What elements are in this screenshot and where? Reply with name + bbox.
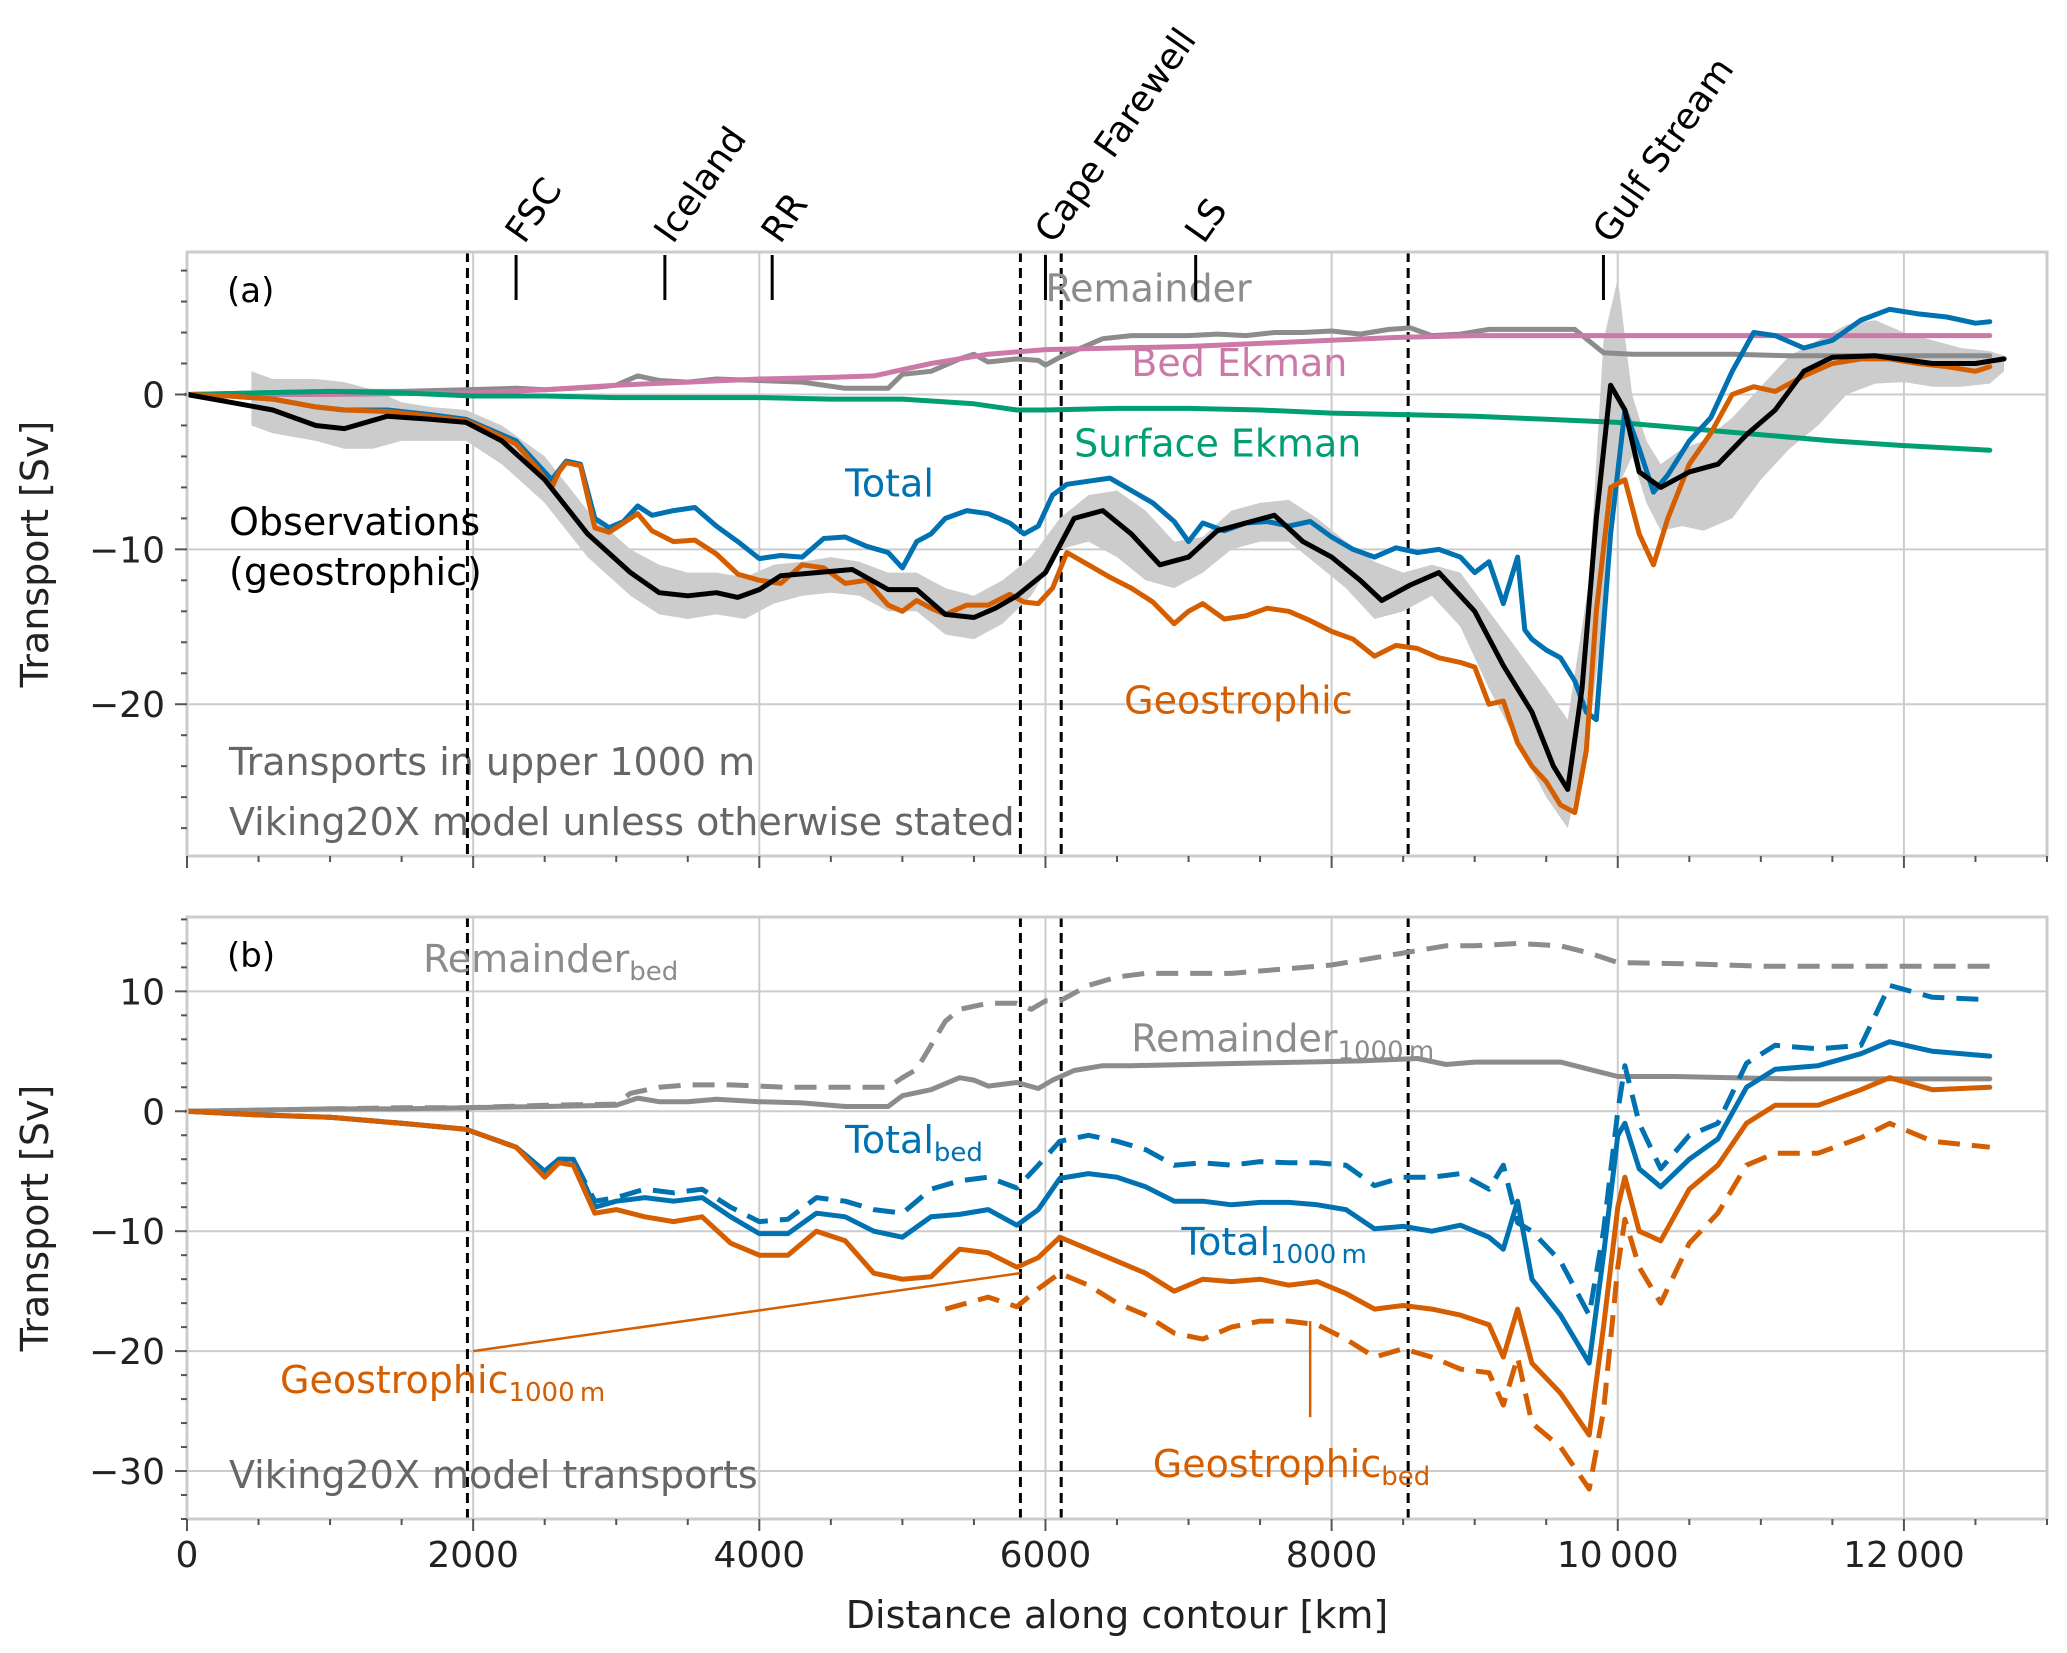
x-tick-label: 2000	[427, 1535, 519, 1576]
x-tick-label: 4000	[713, 1535, 805, 1576]
series-label-text: Remainder	[1131, 1016, 1338, 1060]
location-marker-label: Cape Farewell	[1027, 21, 1204, 250]
series-label-text: Bed Ekman	[1131, 341, 1347, 385]
series-label-text: Geostrophic	[280, 1358, 508, 1402]
series-label-text: Geostrophic	[1153, 1442, 1381, 1486]
observations-label: Observations	[229, 500, 480, 544]
x-tick-label: 12 000	[1843, 1535, 1965, 1576]
panel-b: Viking20X model transportsRemainderbedRe…	[13, 915, 2049, 1531]
series-geostrophic	[184, 356, 1993, 816]
series-label: Geostrophic	[1124, 679, 1352, 723]
series-label: Geostrophicbed	[1153, 1442, 1430, 1492]
observations-label: (geostrophic)	[229, 550, 482, 594]
y-tick-label: 0	[142, 1092, 165, 1133]
series-total	[184, 306, 1993, 723]
y-tick-label: −30	[89, 1452, 165, 1493]
series-label: Surface Ekman	[1074, 421, 1361, 465]
panel-label: (b)	[227, 936, 275, 976]
series-label: Total	[844, 462, 934, 506]
y-axis-label: Transport [Sv]	[13, 1085, 57, 1353]
panel-note: Transports in upper 1000 m	[228, 740, 755, 784]
series-label-subscript: bed	[934, 1138, 983, 1168]
y-tick-label: −10	[89, 1212, 165, 1253]
y-tick-label: 0	[142, 375, 165, 416]
series-geostrophic-1000m	[184, 1075, 1993, 1438]
series-geostrophic-bed	[944, 1120, 1991, 1492]
series-label-subscript: bed	[629, 957, 678, 987]
y-tick-label: 10	[119, 972, 165, 1013]
location-marker-label: RR	[754, 186, 816, 250]
label-leader-line	[472, 1271, 1021, 1353]
y-tick-label: −10	[89, 530, 165, 571]
series-label: Remainder	[1045, 267, 1252, 311]
x-tick-label: 6000	[1000, 1535, 1092, 1576]
y-tick-label: −20	[89, 1332, 165, 1373]
series-total-1000m	[184, 1039, 1993, 1366]
series-label: Geostrophic1000 m	[280, 1358, 605, 1408]
series-label-text: Surface Ekman	[1074, 421, 1361, 465]
series-surface-ekman	[184, 388, 1993, 453]
series-label-text: Total	[1180, 1220, 1270, 1264]
series-obs-band	[251, 278, 2005, 829]
x-tick-label: 10 000	[1557, 1535, 1679, 1576]
series-label: Total1000 m	[1180, 1220, 1366, 1270]
series-total-bed	[186, 982, 1990, 1318]
series-label: Bed Ekman	[1131, 341, 1347, 385]
location-marker-label: Iceland	[647, 120, 755, 250]
y-axis-label: Transport [Sv]	[13, 421, 57, 689]
location-marker-label: FSC	[498, 171, 571, 250]
series-label: Totalbed	[844, 1118, 983, 1168]
series-remainder-1000m	[184, 1056, 1993, 1114]
y-tick-label: −20	[89, 685, 165, 726]
axes-frame	[185, 915, 2049, 1521]
location-marker-label: Gulf Stream	[1585, 50, 1742, 250]
series-label-text: Total	[844, 462, 934, 506]
x-axis-label: Distance along contour [km]	[846, 1593, 1388, 1637]
panel-note: Viking20X model unless otherwise stated	[229, 800, 1015, 844]
series-label-subscript: 1000 m	[508, 1378, 605, 1408]
series-label-text: Remainder	[423, 937, 630, 981]
series-observations	[184, 353, 2007, 792]
x-tick-label: 0	[176, 1535, 199, 1576]
series-label-text: Remainder	[1045, 267, 1252, 311]
x-axis: 0 2000 4000 6000 8000 10 000 12 000	[176, 1535, 1965, 1576]
location-marker-label: LS	[1177, 191, 1235, 250]
series-label-text: Total	[844, 1118, 934, 1162]
series-label: Remainder1000 m	[1131, 1016, 1434, 1066]
series-label-subscript: 1000 m	[1270, 1240, 1367, 1270]
series-bed-ekman	[184, 333, 1993, 397]
panel-a: Transports in upper 1000 m Viking20X mode…	[13, 250, 2049, 868]
series-label-subscript: bed	[1381, 1462, 1430, 1492]
series-label-subscript: 1000 m	[1337, 1036, 1434, 1066]
panel-label: (a)	[227, 271, 274, 311]
series-label: Remainderbed	[423, 937, 678, 987]
series-label-text: Geostrophic	[1124, 679, 1352, 723]
x-tick-label: 8000	[1286, 1535, 1378, 1576]
panel-note: Viking20X model transports	[229, 1453, 758, 1497]
series-remainder-bed	[186, 940, 1990, 1114]
